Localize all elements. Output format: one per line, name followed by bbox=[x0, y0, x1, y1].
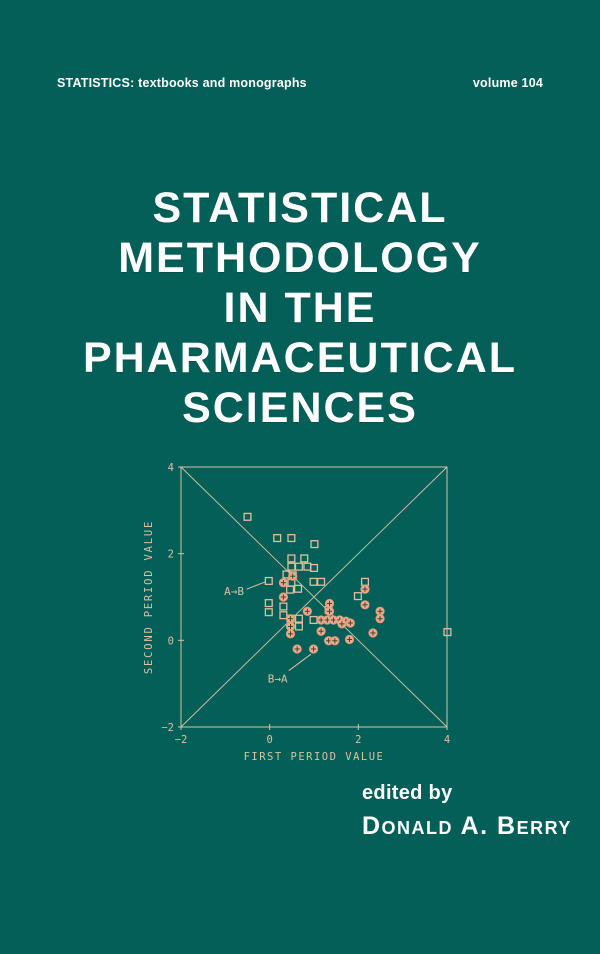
square-marker bbox=[294, 562, 303, 571]
square-marker bbox=[287, 534, 296, 543]
square-marker bbox=[310, 540, 319, 549]
scatter-chart: −2 0 2 4 −2 0 2 4 FIRST PERIOD VALUE SECOND PERIO… bbox=[130, 448, 470, 780]
square-marker bbox=[264, 608, 273, 617]
axis-ticks: −2 0 2 4 −2 0 2 4 bbox=[161, 462, 450, 746]
title-line-3: IN THE bbox=[223, 284, 377, 332]
x-tick-label: −2 bbox=[175, 734, 188, 746]
header-row: STATISTICS: textbooks and monographs vol… bbox=[57, 76, 543, 90]
square-marker bbox=[287, 562, 296, 571]
scatter-plot-svg: −2 0 2 4 −2 0 2 4 FIRST PERIOD VALUE SECOND PERIO… bbox=[143, 462, 452, 763]
square-marker bbox=[303, 562, 312, 571]
square-marker bbox=[264, 576, 273, 586]
diagonal-lines bbox=[180, 466, 448, 728]
x-axis-label: FIRST PERIOD VALUE bbox=[244, 751, 385, 763]
y-tick-label: −2 bbox=[161, 722, 174, 734]
square-marker bbox=[293, 584, 303, 593]
title-line-4: PHARMACEUTICAL bbox=[82, 334, 518, 382]
annotation-label: A→B bbox=[224, 585, 244, 598]
axis-titles: FIRST PERIOD VALUE SECOND PERIOD VALUE bbox=[143, 520, 385, 763]
square-marker bbox=[309, 577, 318, 586]
title-line-2: METHODOLOGY bbox=[118, 234, 482, 282]
square-marker bbox=[243, 512, 252, 521]
square-marker bbox=[360, 577, 370, 586]
title-line-1: STATISTICAL bbox=[152, 184, 448, 232]
square-marker bbox=[294, 622, 303, 631]
square-marker bbox=[264, 599, 273, 608]
y-tick-label: 2 bbox=[168, 549, 174, 561]
square-marker bbox=[273, 534, 282, 543]
square-marker bbox=[317, 577, 326, 586]
annotations: A→B B→A bbox=[224, 581, 312, 685]
annotation-label: B→A bbox=[268, 672, 288, 685]
square-marker bbox=[309, 563, 319, 573]
book-title: STATISTICAL METHODOLOGY IN THE PHARMACEU… bbox=[0, 183, 600, 433]
square-marker bbox=[300, 554, 309, 563]
plot-box bbox=[180, 466, 448, 728]
square-marker bbox=[286, 585, 295, 594]
series-label: STATISTICS: textbooks and monographs bbox=[57, 76, 307, 90]
y-tick-label: 4 bbox=[168, 462, 174, 474]
square-marker bbox=[294, 614, 303, 623]
square-marker bbox=[287, 554, 296, 563]
square-marker bbox=[279, 611, 288, 620]
x-tick-label: 2 bbox=[355, 734, 361, 746]
editor-name: Donald A. Berry bbox=[362, 812, 572, 840]
square-marker bbox=[279, 602, 288, 611]
square-marker bbox=[309, 615, 318, 625]
volume-label: volume 104 bbox=[472, 76, 543, 90]
x-tick-label: 0 bbox=[267, 734, 273, 746]
circle-markers bbox=[278, 571, 385, 654]
title-line-5: SCIENCES bbox=[182, 384, 418, 432]
edited-by-label: edited by bbox=[362, 782, 453, 804]
y-tick-label: 0 bbox=[168, 635, 174, 647]
square-marker bbox=[353, 592, 362, 601]
x-tick-label: 4 bbox=[444, 734, 450, 746]
y-axis-label: SECOND PERIOD VALUE bbox=[143, 520, 155, 674]
square-markers bbox=[243, 512, 452, 637]
square-marker bbox=[443, 628, 452, 637]
editor-block: edited by Donald A. Berry bbox=[362, 781, 572, 840]
